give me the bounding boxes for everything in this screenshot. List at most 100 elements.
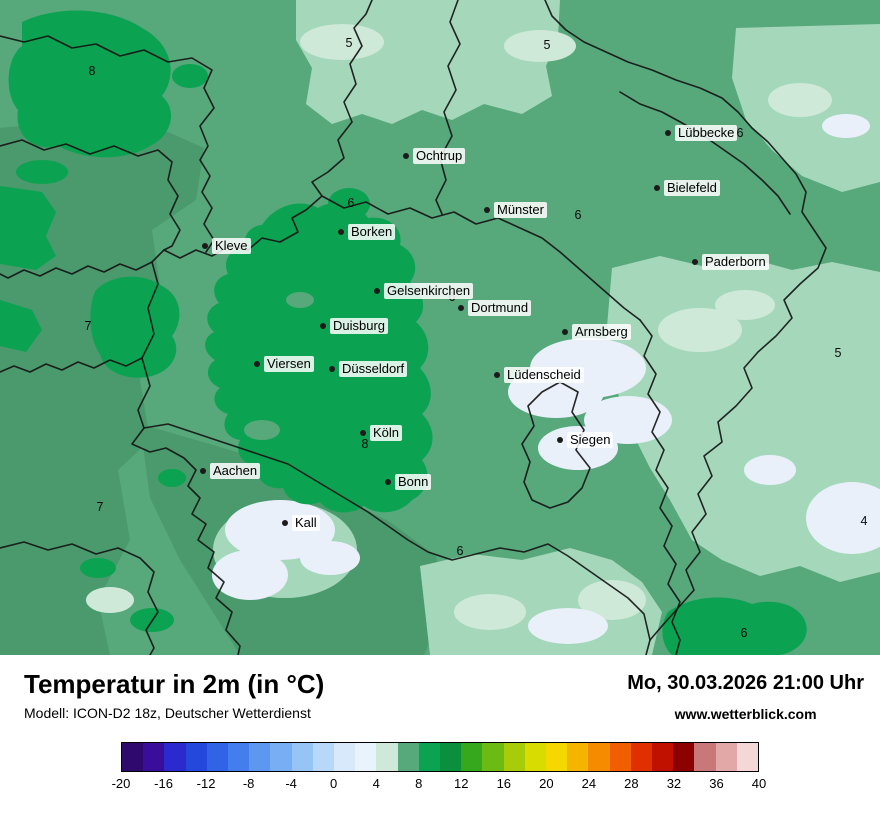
city-label: Münster	[494, 202, 547, 218]
temperature-map-svg	[0, 0, 880, 655]
city-label: Duisburg	[330, 318, 389, 334]
city-marker: Kleve	[202, 238, 251, 254]
city-marker: Siegen	[557, 432, 614, 448]
scale-tick-label: 20	[539, 776, 554, 791]
scale-color-cell	[694, 743, 716, 771]
city-label: Siegen	[567, 432, 614, 448]
city-dot	[484, 207, 490, 213]
scale-tick-label: -12	[196, 776, 216, 791]
city-marker: Lüdenscheid	[494, 367, 584, 383]
temperature-value: 7	[96, 500, 104, 514]
city-dot	[665, 130, 671, 136]
city-label: Gelsenkirchen	[384, 283, 474, 299]
city-marker: Dortmund	[458, 300, 532, 316]
scale-tick-label: 4	[372, 776, 380, 791]
city-dot	[202, 243, 208, 249]
scale-color-cell	[673, 743, 695, 771]
city-dot	[338, 229, 344, 235]
city-dot	[374, 288, 380, 294]
scale-color-cell	[312, 743, 335, 771]
color-scale: -20 -16 -12 -8 -4 0 4 8 12 16 20 24 28 32 36 40	[112, 742, 767, 794]
map-area: Ochtrup Lübbecke Bielefeld Münster Borken Kle…	[0, 0, 880, 655]
scale-tick-label: 36	[709, 776, 724, 791]
city-marker: Bielefeld	[654, 180, 720, 196]
city-dot	[385, 479, 391, 485]
temperature-value: 8	[361, 437, 369, 451]
scale-tick-label: 12	[454, 776, 469, 791]
scale-color-cell	[715, 743, 737, 771]
city-dot	[403, 153, 409, 159]
map-title: Temperatur in 2m (in °C)	[24, 669, 325, 699]
regions-pale-blue	[212, 114, 880, 644]
scale-color-cell	[524, 743, 547, 771]
city-label: Dortmund	[468, 300, 532, 316]
scale-color-cell	[418, 743, 441, 771]
scale-tick-label: 32	[666, 776, 682, 791]
scale-color-cell	[143, 743, 165, 771]
scale-tick-label: -20	[111, 776, 131, 791]
scale-color-cell	[334, 743, 356, 771]
temperature-value: 5	[543, 38, 551, 52]
city-label: Aachen	[210, 463, 261, 479]
temperature-value: 6	[456, 544, 464, 558]
footer-header-row: Temperatur in 2m (in °C) Modell: ICON-D2…	[0, 655, 880, 722]
scale-color-cell	[630, 743, 653, 771]
city-dot	[557, 437, 563, 443]
temperature-value: 6	[574, 208, 582, 222]
scale-tick-label: 24	[581, 776, 597, 791]
city-label: Lüdenscheid	[504, 367, 584, 383]
city-marker: Köln	[360, 425, 403, 441]
scale-color-cell	[270, 743, 292, 771]
footer: Temperatur in 2m (in °C) Modell: ICON-D2…	[0, 655, 880, 830]
city-marker: Ochtrup	[403, 148, 466, 164]
scale-color-cell	[249, 743, 271, 771]
scale-color-cell	[206, 743, 229, 771]
city-label: Kleve	[212, 238, 251, 254]
temperature-value: 6	[347, 196, 355, 210]
city-label: Bielefeld	[664, 180, 720, 196]
scale-color-cell	[185, 743, 207, 771]
scale-color-cell	[355, 743, 377, 771]
scale-tick-label: -4	[285, 776, 297, 791]
city-label: Bonn	[395, 474, 432, 490]
city-label: Viersen	[264, 356, 314, 372]
city-dot	[562, 329, 568, 335]
scale-tick-labels: -20 -16 -12 -8 -4 0 4 8 12 16 20 24 28 32 36 40	[112, 776, 767, 794]
city-dot	[200, 468, 206, 474]
city-marker: Aachen	[200, 463, 261, 479]
website: www.wetterblick.com	[674, 706, 817, 722]
regions-pale-mint	[86, 24, 832, 630]
scale-color-cell	[588, 743, 610, 771]
scale-color-cell	[736, 743, 759, 771]
footer-right: Mo, 30.03.2026 21:00 Uhr www.wetterblick…	[627, 669, 864, 722]
city-label: Paderborn	[702, 254, 769, 270]
city-dot	[320, 323, 326, 329]
footer-left: Temperatur in 2m (in °C) Modell: ICON-D2…	[24, 669, 324, 721]
temperature-value: 5	[345, 36, 353, 50]
city-marker: Kall	[282, 515, 320, 531]
city-dot	[494, 372, 500, 378]
scale-color-cell	[291, 743, 313, 771]
scale-color-cell	[122, 743, 144, 771]
scale-color-cell	[567, 743, 589, 771]
city-marker: Paderborn	[692, 254, 769, 270]
city-marker: Duisburg	[320, 318, 389, 334]
scale-tick-label: 28	[624, 776, 639, 791]
city-dot	[654, 185, 660, 191]
model-info: Modell: ICON-D2 18z, Deutscher Wetterdie…	[24, 705, 311, 721]
temperature-value: 6	[736, 126, 744, 140]
map-overlay: Ochtrup Lübbecke Bielefeld Münster Borken Kle…	[85, 36, 868, 640]
scale-color-cell	[609, 743, 631, 771]
city-dot	[254, 361, 260, 367]
city-marker: Arnsberg	[562, 324, 631, 340]
city-marker: Gelsenkirchen	[374, 283, 474, 299]
temperature-value: 5	[834, 346, 842, 360]
city-label: Lübbecke	[675, 125, 738, 141]
city-label: Borken	[348, 224, 396, 240]
city-marker: Viersen	[254, 356, 314, 372]
scale-color-cell	[376, 743, 398, 771]
city-dot	[282, 520, 288, 526]
scale-tick-label: 16	[496, 776, 512, 791]
scale-color-cell	[503, 743, 525, 771]
